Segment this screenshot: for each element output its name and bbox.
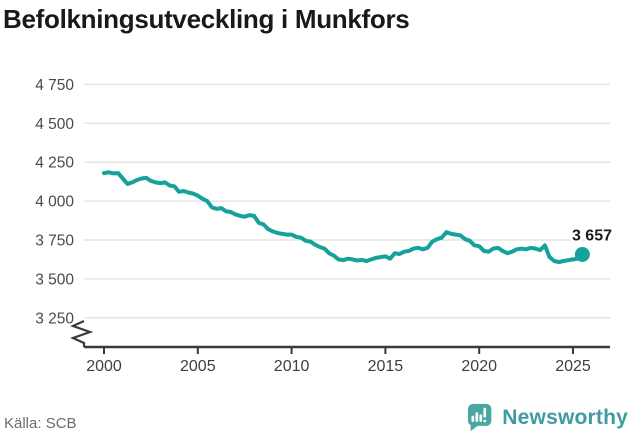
y-tick-label: 4 250 [35, 155, 74, 172]
exclamation-bar [483, 407, 487, 418]
y-tick-label: 3 500 [35, 271, 74, 288]
x-tick-label: 2025 [555, 358, 591, 375]
y-tick-label: 4 500 [35, 116, 74, 133]
x-tick-label: 2020 [461, 358, 497, 375]
x-tick-label: 2000 [86, 358, 122, 375]
bar-chart-bubble-icon [468, 403, 492, 432]
source-text: Källa: SCB [4, 415, 77, 432]
bar-1 [471, 415, 475, 422]
y-tick-label: 4 000 [35, 194, 74, 211]
bar-3 [479, 414, 483, 422]
brand-name: Newsworthy [502, 405, 628, 429]
y-tick-label: 3 750 [35, 233, 74, 250]
y-tick-label: 4 750 [35, 77, 74, 94]
x-tick-label: 2015 [368, 358, 404, 375]
end-value-label: 3 657 [572, 227, 612, 244]
y-tick-label: 3 250 [35, 310, 74, 327]
exclamation-dot [483, 419, 487, 423]
newsworthy-logo: Newsworthy [464, 401, 628, 434]
end-point-dot [574, 246, 590, 262]
x-tick-label: 2005 [180, 358, 216, 375]
axis-break-icon [70, 319, 94, 347]
population-line [102, 170, 585, 265]
bar-2 [475, 412, 479, 422]
page-title: Befolkningsutveckling i Munkfors [3, 4, 410, 34]
x-tick-label: 2010 [274, 358, 310, 375]
